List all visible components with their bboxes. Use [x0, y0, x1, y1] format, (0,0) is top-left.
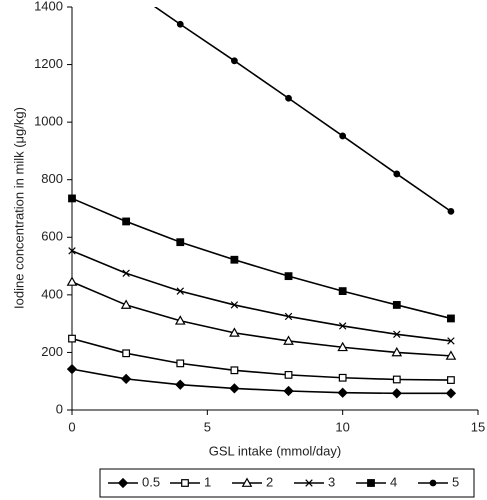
- x-axis-label: GSL intake (mmol/day): [209, 443, 341, 458]
- marker: [392, 375, 401, 384]
- marker: [176, 287, 184, 295]
- y-tick-label: 600: [41, 229, 63, 244]
- legend-marker: [181, 479, 189, 487]
- marker: [66, 276, 78, 286]
- legend-marker: [241, 477, 253, 487]
- marker: [122, 269, 130, 277]
- marker: [393, 170, 401, 178]
- marker: [68, 334, 76, 343]
- marker: [284, 312, 293, 321]
- series-line: [71, 250, 452, 342]
- marker: [338, 322, 347, 330]
- marker: [339, 132, 347, 140]
- marker: [447, 207, 455, 215]
- marker: [175, 379, 186, 390]
- marker: [338, 373, 347, 382]
- marker: [337, 387, 348, 398]
- marker: [230, 301, 239, 309]
- marker: [174, 315, 186, 325]
- marker: [392, 301, 401, 309]
- marker: [120, 299, 132, 309]
- marker: [447, 314, 455, 323]
- marker: [68, 247, 76, 255]
- marker: [230, 255, 239, 264]
- marker: [393, 330, 401, 339]
- marker: [447, 337, 455, 345]
- plot-area: [66, 7, 457, 399]
- y-tick-label: 200: [41, 344, 63, 359]
- y-tick-label: 400: [41, 286, 63, 301]
- marker: [176, 20, 184, 28]
- marker: [122, 217, 131, 226]
- marker: [391, 346, 403, 357]
- legend-box: [99, 468, 475, 498]
- y-tick-label: 1400: [34, 0, 63, 13]
- marker: [445, 350, 457, 360]
- marker: [230, 57, 238, 65]
- y-tick-label: 1200: [34, 56, 63, 71]
- x-tick-label: 0: [68, 419, 75, 434]
- marker: [120, 373, 132, 385]
- marker: [338, 287, 347, 296]
- y-axis-label: Iodine concentration in milk (μg/kg): [11, 107, 26, 309]
- series-line: [71, 368, 451, 395]
- marker: [285, 94, 292, 102]
- series-line: [71, 281, 451, 357]
- legend-label: 2: [266, 474, 273, 489]
- legend-marker: [117, 477, 129, 489]
- legend-marker: [429, 479, 437, 487]
- marker: [176, 359, 185, 368]
- legend-label: 4: [390, 474, 397, 489]
- marker: [229, 327, 240, 337]
- marker: [66, 363, 78, 375]
- marker: [284, 272, 293, 281]
- marker: [391, 388, 402, 399]
- series-line: [71, 197, 452, 320]
- legend-marker: [305, 479, 313, 487]
- y-tick-label: 0: [56, 401, 63, 416]
- x-tick-label: 15: [471, 419, 485, 434]
- marker: [445, 388, 457, 399]
- marker: [337, 341, 348, 352]
- legend-label: 1: [204, 474, 211, 489]
- legend-label: 5: [452, 474, 459, 489]
- legend-marker: [367, 479, 375, 487]
- legend-label: 0.5: [142, 474, 160, 489]
- series-line: [71, 337, 451, 381]
- marker: [230, 366, 239, 375]
- marker: [68, 194, 76, 203]
- y-tick-label: 1000: [34, 114, 63, 129]
- marker: [283, 385, 294, 397]
- marker: [122, 349, 131, 358]
- x-tick-label: 10: [335, 419, 349, 434]
- marker: [229, 383, 240, 394]
- marker: [283, 335, 294, 345]
- legend-label: 3: [328, 474, 335, 489]
- series-line: [153, 7, 452, 213]
- x-tick-label: 5: [204, 419, 211, 434]
- marker: [284, 370, 293, 379]
- marker: [176, 238, 185, 247]
- marker: [447, 376, 455, 384]
- y-tick-label: 800: [41, 171, 63, 186]
